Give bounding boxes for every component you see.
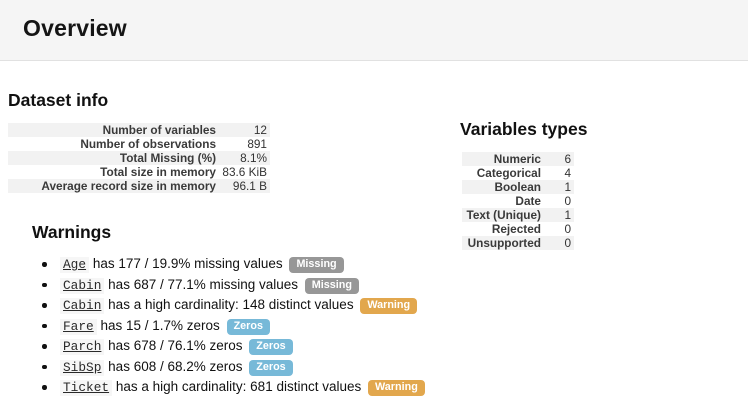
stat-label: Categorical [476,166,541,180]
warning-badge: Missing [289,257,344,273]
warning-item: Cabin has a high cardinality: 148 distin… [32,295,748,316]
table-row: Rejected 0 [462,222,574,236]
warning-item: Age has 177 / 19.9% missing values Missi… [32,254,748,275]
stat-value: 0 [564,222,571,236]
page-title: Overview [23,15,127,41]
table-row: Text (Unique) 1 [462,208,574,222]
warning-text: has 608 / 68.2% zeros [108,358,243,374]
variable-link[interactable]: Cabin [60,277,105,294]
stat-value: 891 [247,137,267,151]
variables-types-section: Variables types Numeric 6 Categorical 4 … [460,90,587,250]
stat-label: Numeric [493,152,541,166]
stat-value: 6 [564,152,571,166]
stat-label: Total Missing (%) [119,151,216,165]
stat-label: Total size in memory [100,165,216,179]
warning-text: has 177 / 19.9% missing values [92,256,283,271]
stat-value: 12 [253,123,267,137]
table-row: Average record size in memory 96.1 B [8,179,270,193]
dataset-info-heading: Dataset info [8,90,109,110]
warning-text: has 678 / 76.1% zeros [108,338,243,353]
table-row: Boolean 1 [462,180,574,194]
warning-badge: Zeros [249,359,293,376]
warning-text: has 687 / 77.1% missing values [108,276,299,292]
warning-text: has a high cardinality: 681 distinct val… [115,379,362,394]
overview-content: Dataset info Number of variables 12 Numb… [0,90,748,398]
stat-value: 0 [564,236,571,250]
variable-link[interactable]: Age [60,257,90,273]
warning-item: Fare has 15 / 1.7% zeros Zeros [32,316,748,337]
stat-value: 1 [564,208,571,222]
warning-badge: Zeros [226,318,270,335]
stat-label: Date [515,194,541,208]
stat-value: 4 [564,166,571,180]
table-row: Number of observations 891 [8,137,270,151]
variable-link[interactable]: SibSp [60,359,105,376]
stat-label: Boolean [494,180,541,194]
warning-badge: Missing [304,277,359,294]
stat-value: 1 [564,180,571,194]
warning-badge: Warning [360,298,418,314]
overview-header: Overview [0,0,748,61]
warning-item: Ticket has a high cardinality: 681 disti… [32,377,748,398]
stat-label: Average record size in memory [41,179,216,193]
variable-link[interactable]: Parch [60,339,105,355]
dataset-info-section: Dataset info Number of variables 12 Numb… [8,90,748,398]
variable-link[interactable]: Ticket [60,380,113,396]
table-row: Categorical 4 [462,166,574,180]
warnings-section: Warnings Age has 177 / 19.9% missing val… [32,222,748,398]
warning-text: has 15 / 1.7% zeros [100,317,220,333]
variables-types-heading: Variables types [460,119,588,139]
dataset-info-table: Number of variables 12 Number of observa… [8,123,270,193]
stat-label: Number of observations [80,137,216,151]
table-row: Number of variables 12 [8,123,270,137]
warning-item: Parch has 678 / 76.1% zeros Zeros [32,336,748,357]
stat-value: 96.1 B [232,179,267,193]
stat-value: 0 [564,194,571,208]
variable-link[interactable]: Fare [60,318,97,335]
table-row: Total Missing (%) 8.1% [8,151,270,165]
warning-item: SibSp has 608 / 68.2% zeros Zeros [32,357,748,378]
warning-badge: Zeros [249,339,293,355]
warning-badge: Warning [368,380,425,396]
warnings-list: Age has 177 / 19.9% missing values Missi… [32,254,748,398]
stat-value: 8.1% [240,151,267,165]
stat-label: Text (Unique) [466,208,542,222]
table-row: Numeric 6 [462,152,574,166]
warnings-heading: Warnings [32,222,112,242]
stat-label: Unsupported [467,236,541,250]
variables-types-table: Numeric 6 Categorical 4 Boolean 1 Date 0… [462,152,574,250]
stat-label: Rejected [491,222,541,236]
table-row: Unsupported 0 [462,236,574,250]
table-row: Total size in memory 83.6 KiB [8,165,270,179]
stat-value: 83.6 KiB [222,165,267,179]
stat-label: Number of variables [102,123,216,137]
warning-text: has a high cardinality: 148 distinct val… [108,297,354,312]
warning-item: Cabin has 687 / 77.1% missing values Mis… [32,275,748,296]
variable-link[interactable]: Cabin [60,298,105,314]
table-row: Date 0 [462,194,574,208]
